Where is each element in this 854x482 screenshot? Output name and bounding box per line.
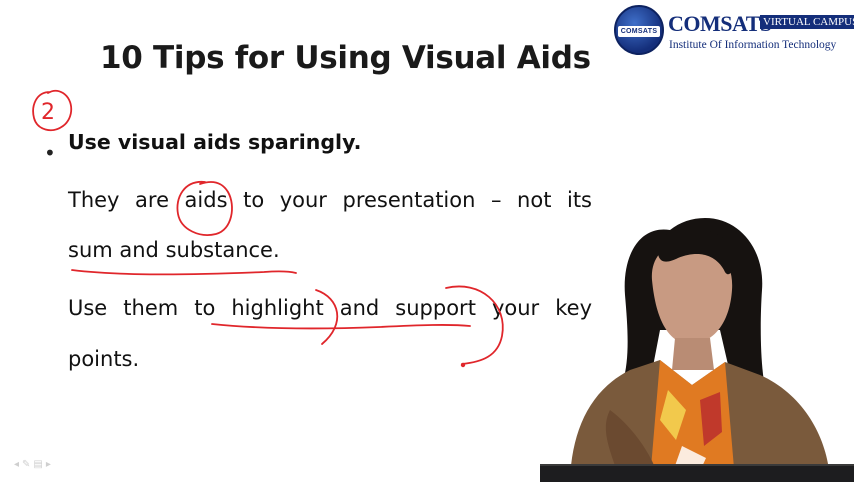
next-icon[interactable]: ▸ [45,459,54,470]
body-line-4: points. [68,347,140,371]
logo-tag: VIRTUAL CAMPUS [760,15,854,29]
body-line-1: They are aids to your presentation – not… [68,188,592,212]
tip-number-mark: 2 [41,100,55,125]
prev-icon[interactable]: ◂ [14,459,23,470]
bullet-heading: Use visual aids sparingly. [68,130,362,154]
comsats-seal-icon: COMSATS [614,5,664,55]
speaker-video [570,218,830,480]
tip-number-circle-mark [32,89,73,132]
bullet-icon: • [44,141,56,165]
speaker-face [651,241,733,345]
underline-mark-1 [71,269,297,276]
pen-icon[interactable]: ✎ [22,459,34,470]
logo-subtitle: Institute Of Information Technology [669,39,837,51]
slide-nav-controls[interactable]: ◂✎▤▸ [14,459,54,470]
logo-name: COMSATS [668,11,772,36]
underline-mark-2 [211,323,471,330]
comsats-logo: COMSATS COMSATS VIRTUAL CAMPUS Institute… [614,3,854,57]
laptop-desk [540,464,854,482]
seal-band: COMSATS [618,26,660,37]
menu-icon[interactable]: ▤ [33,459,46,470]
body-line-2: sum and substance. [68,238,280,262]
slide-title: 10 Tips for Using Visual Aids [100,40,591,76]
